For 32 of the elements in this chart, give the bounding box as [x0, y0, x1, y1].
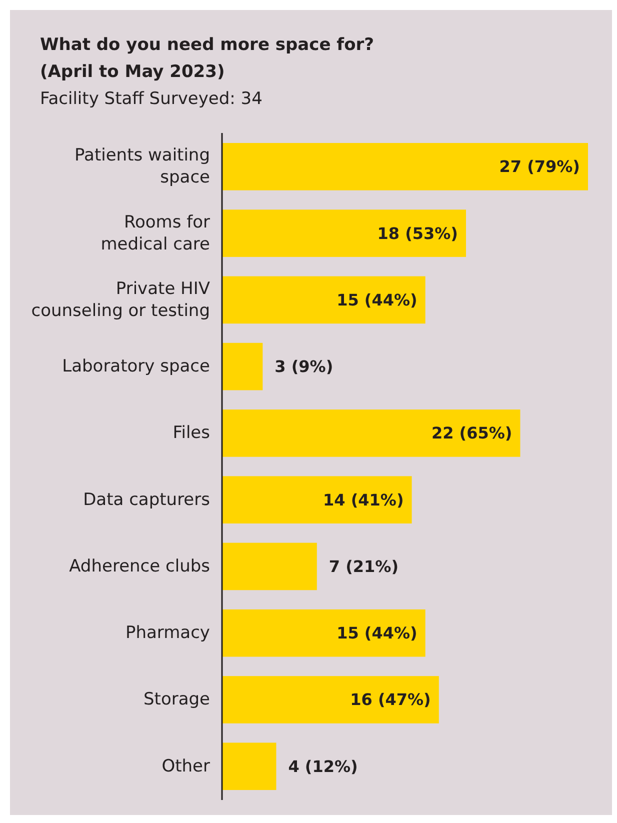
bar: [222, 609, 426, 657]
y-tick-label: Files: [172, 423, 210, 444]
data-label: 27 (79%): [499, 157, 580, 176]
y-tick-label: Adherence clubs: [69, 556, 210, 576]
data-label: 3 (9%): [274, 357, 334, 376]
y-tick-label: Storage: [143, 690, 210, 710]
bar: [222, 476, 412, 524]
y-tick-label: Patients waiting space: [74, 146, 210, 188]
data-label: 22 (65%): [431, 424, 512, 443]
data-label: 7 (21%): [328, 556, 399, 576]
y-tick-label: Data capturers: [83, 490, 210, 510]
data-label: 14 (41%): [323, 490, 404, 510]
bar: [222, 210, 466, 257]
data-label: 15 (44%): [336, 624, 418, 643]
bar: [222, 276, 426, 324]
y-tick-label: Private HIV counseling or testing: [31, 278, 210, 321]
bar: [222, 676, 439, 724]
data-label: 4 (12%): [288, 756, 358, 776]
data-label: 16 (47%): [350, 690, 431, 710]
bar: [222, 742, 276, 790]
bar: [222, 542, 317, 590]
bar: [222, 142, 588, 190]
chart-subtitle: Facility Staff Surveyed: 34: [40, 89, 262, 109]
y-tick-label: Other: [162, 756, 210, 776]
y-tick-label: Laboratory space: [62, 356, 210, 377]
chart-title: What do you need more space for? (April to May 2023): [40, 35, 374, 82]
bar: [222, 410, 520, 457]
bar: [222, 342, 263, 390]
y-tick-label: Pharmacy: [125, 623, 210, 644]
data-label: 15 (44%): [336, 290, 418, 310]
y-tick-label: Rooms for medical care: [100, 212, 210, 254]
data-label: 18 (53%): [377, 224, 458, 243]
